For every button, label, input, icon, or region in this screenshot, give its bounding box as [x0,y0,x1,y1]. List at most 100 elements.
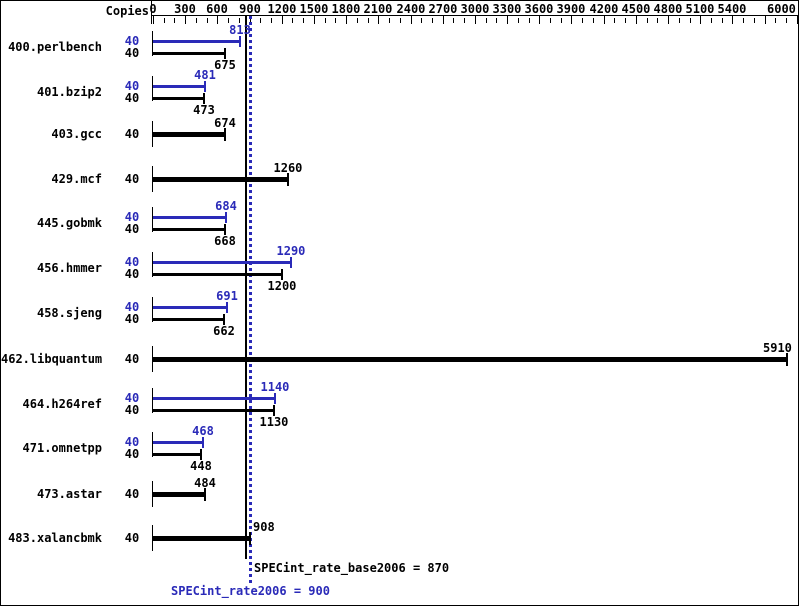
base-value-label: 674 [214,116,236,130]
axis-tick-minor [357,18,358,23]
copies-value: 40 [124,487,140,501]
axis-tick-major [732,16,733,24]
peak-bar [153,40,240,43]
axis-tick-label: 2400 [396,2,426,16]
benchmark-label: 400.perlbench [8,40,102,54]
copies-value: 40 [124,312,140,326]
axis-tick-label: 0 [149,2,157,16]
bar-end-cap [202,437,204,448]
axis-tick-minor [400,18,401,23]
base-bar [153,97,204,100]
bar-end-cap [274,393,276,404]
copies-value: 40 [124,435,140,449]
copies-value: 40 [124,46,140,60]
benchmark-label: 464.h264ref [22,397,102,411]
axis-tick-minor [228,18,229,23]
group-axis-tick [152,76,153,101]
bar-end-cap [281,269,283,280]
peak-reference-line [249,16,252,584]
base-bar [153,228,225,231]
axis-tick-major [282,16,283,24]
bar-end-cap [204,488,206,501]
base-value-label: 1260 [273,161,303,175]
axis-tick-minor [164,18,165,23]
single-bar [153,132,225,137]
axis-tick-minor [239,18,240,23]
axis-line [151,15,798,16]
peak-value-label: 813 [229,23,251,37]
axis-tick-minor [486,18,487,23]
axis-tick-minor [786,18,787,23]
axis-tick-label: 1200 [267,2,297,16]
single-bar [153,536,250,541]
axis-tick-minor [690,18,691,23]
bar-end-cap [204,81,206,92]
single-bar [153,177,288,182]
peak-value-label: 1140 [260,380,290,394]
base-bar [153,52,225,55]
axis-tick-major [765,16,766,24]
bar-end-cap [239,36,241,47]
axis-tick-label: 4800 [653,2,683,16]
axis-tick-minor [593,18,594,23]
copies-value: 40 [124,79,140,93]
axis-tick-minor [529,18,530,23]
group-axis-tick [152,31,153,56]
axis-tick-major [378,16,379,24]
axis-tick-major [314,16,315,24]
single-bar [153,492,205,497]
group-axis-tick [152,121,153,147]
axis-tick-label: 5100 [685,2,715,16]
axis-tick-minor [292,18,293,23]
bar-end-cap [786,353,788,366]
peak-value-label: 481 [194,68,216,82]
axis-tick-minor [421,18,422,23]
peak-metric-result-label: SPECint_rate2006 = 900 [171,584,330,598]
base-bar [153,318,224,321]
group-axis-tick [152,252,153,277]
axis-tick-minor [325,18,326,23]
base-value-label: 1200 [267,279,297,293]
bar-end-cap [223,314,225,325]
group-axis-tick [152,166,153,192]
copies-value: 40 [124,352,140,366]
copies-value: 40 [124,127,140,141]
axis-tick-major [668,16,669,24]
axis-tick-label: 600 [206,2,228,16]
bar-end-cap [287,173,289,186]
bar-end-cap [224,224,226,235]
bar-end-cap [226,302,228,313]
base-bar [153,409,274,412]
peak-value-label: 1290 [276,244,306,258]
base-bar [153,453,201,456]
axis-tick-major [539,16,540,24]
axis-tick-minor [496,18,497,23]
axis-tick-label: 3000 [460,2,490,16]
axis-tick-minor [582,18,583,23]
axis-tick-minor [722,18,723,23]
axis-tick-label: 4200 [589,2,619,16]
axis-tick-major [217,16,218,24]
axis-tick-minor [625,18,626,23]
axis-tick-label: 2700 [428,2,458,16]
axis-tick-label: 1500 [299,2,329,16]
bar-end-cap [290,257,292,268]
axis-tick-minor [389,18,390,23]
axis-tick-major [700,16,701,24]
axis-tick-major [411,16,412,24]
bar-end-cap [225,212,227,223]
benchmark-label: 403.gcc [51,127,102,141]
peak-bar [153,85,205,88]
axis-tick-major [346,16,347,24]
axis-tick-minor [614,18,615,23]
axis-tick-major [604,16,605,24]
bar-end-cap [249,532,251,545]
bar-end-cap [224,128,226,141]
axis-tick-major [636,16,637,24]
benchmark-label: 445.gobmk [36,216,102,230]
axis-tick-label: 3600 [524,2,554,16]
axis-tick-minor [453,18,454,23]
axis-tick-minor [174,18,175,23]
base-value-label: 662 [213,324,235,338]
